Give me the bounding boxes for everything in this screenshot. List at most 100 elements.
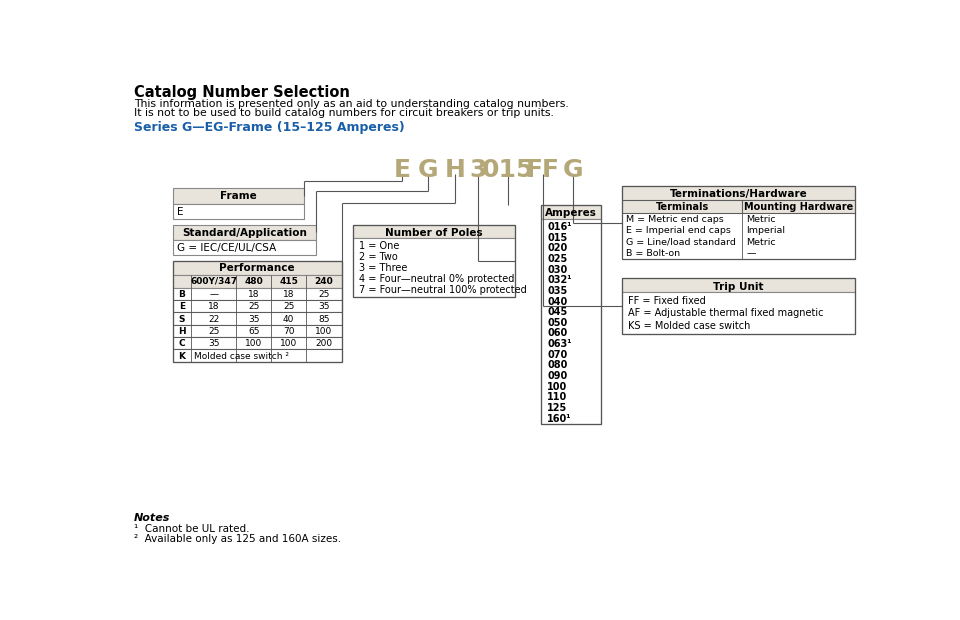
Text: Amperes: Amperes (545, 208, 597, 218)
Bar (622, 292, 854, 334)
Text: 100: 100 (315, 327, 332, 336)
Text: 3: 3 (469, 157, 487, 182)
Text: 030: 030 (547, 265, 567, 275)
Text: B = Bolt-on: B = Bolt-on (626, 249, 681, 258)
Text: 015: 015 (547, 233, 567, 243)
Text: E: E (394, 157, 411, 182)
Text: B: B (179, 290, 185, 299)
Text: 85: 85 (318, 314, 329, 324)
Text: AF = Adjustable thermal fixed magnetic: AF = Adjustable thermal fixed magnetic (629, 309, 824, 319)
Text: Performance: Performance (220, 263, 295, 273)
Text: 25: 25 (318, 290, 329, 299)
Text: C: C (179, 339, 185, 348)
Text: 160¹: 160¹ (547, 414, 571, 423)
Text: 2 = Two: 2 = Two (359, 252, 397, 262)
Text: Standard/Application: Standard/Application (182, 228, 307, 237)
Text: M = Metric end caps: M = Metric end caps (626, 215, 724, 224)
Bar (622, 186, 854, 259)
Text: 125: 125 (547, 403, 567, 413)
Text: 110: 110 (547, 392, 567, 402)
Bar (622, 278, 854, 334)
Text: S: S (179, 314, 185, 324)
Text: Frame: Frame (220, 192, 257, 202)
Text: 045: 045 (547, 308, 567, 317)
Text: Terminals: Terminals (656, 202, 708, 212)
Text: 22: 22 (208, 314, 220, 324)
Text: 35: 35 (248, 314, 259, 324)
Bar (173, 349, 342, 361)
Bar (622, 200, 742, 213)
Bar (540, 219, 601, 424)
Text: 100: 100 (547, 382, 567, 392)
Text: —: — (209, 290, 218, 299)
Text: 020: 020 (547, 244, 567, 254)
Bar (173, 204, 304, 219)
Text: 100: 100 (280, 339, 298, 348)
Text: G: G (419, 157, 439, 182)
Text: Imperial: Imperial (746, 226, 785, 235)
Text: 090: 090 (547, 371, 567, 381)
Bar (540, 205, 601, 219)
Text: 016¹: 016¹ (547, 222, 571, 232)
Bar (352, 239, 516, 297)
Text: 035: 035 (547, 286, 567, 296)
Text: Notes: Notes (134, 513, 170, 523)
Bar (173, 288, 342, 300)
Text: This information is presented only as an aid to understanding catalog numbers.: This information is presented only as an… (134, 99, 568, 109)
Text: 1 = One: 1 = One (359, 242, 399, 252)
Bar (742, 200, 854, 213)
Text: ¹  Cannot be UL rated.: ¹ Cannot be UL rated. (134, 524, 250, 534)
Bar (173, 325, 342, 337)
Text: Metric: Metric (746, 215, 776, 224)
Bar (173, 300, 342, 312)
Text: 18: 18 (208, 303, 220, 311)
Text: Series G—EG-Frame (15–125 Amperes): Series G—EG-Frame (15–125 Amperes) (134, 121, 405, 133)
Text: 040: 040 (547, 296, 567, 307)
Text: 240: 240 (315, 277, 333, 286)
Bar (540, 205, 601, 424)
Text: 18: 18 (283, 290, 295, 299)
Text: 200: 200 (315, 339, 332, 348)
Text: 060: 060 (547, 329, 567, 339)
Text: It is not to be used to build catalog numbers for circuit breakers or trip units: It is not to be used to build catalog nu… (134, 108, 554, 118)
Text: 070: 070 (547, 350, 567, 360)
Bar (352, 224, 516, 297)
Text: 032¹: 032¹ (547, 275, 571, 285)
Text: 480: 480 (244, 277, 263, 286)
Text: 35: 35 (318, 303, 329, 311)
Text: Terminations/Hardware: Terminations/Hardware (669, 189, 807, 199)
Text: Mounting Hardware: Mounting Hardware (744, 202, 853, 212)
Text: H: H (179, 327, 186, 336)
Bar (173, 261, 342, 275)
Text: Number of Poles: Number of Poles (385, 228, 483, 237)
Text: 100: 100 (245, 339, 262, 348)
Bar (173, 275, 342, 288)
Text: Catalog Number Selection: Catalog Number Selection (134, 85, 349, 100)
Text: E = Imperial end caps: E = Imperial end caps (626, 226, 731, 235)
Text: ²  Available only as 125 and 160A sizes.: ² Available only as 125 and 160A sizes. (134, 534, 341, 544)
Text: 25: 25 (208, 327, 220, 336)
Text: H: H (444, 157, 466, 182)
Bar (173, 240, 316, 255)
Text: 7 = Four—neutral 100% protected: 7 = Four—neutral 100% protected (359, 285, 526, 294)
Text: 35: 35 (208, 339, 220, 348)
Text: Metric: Metric (746, 237, 776, 247)
Text: E: E (178, 207, 184, 217)
Text: Molded case switch ²: Molded case switch ² (194, 352, 289, 361)
Text: 25: 25 (283, 303, 295, 311)
Text: FF: FF (526, 157, 560, 182)
Text: Trip Unit: Trip Unit (713, 281, 764, 291)
Text: 415: 415 (279, 277, 298, 286)
Text: 18: 18 (248, 290, 259, 299)
Bar (173, 224, 316, 240)
Text: FF = Fixed fixed: FF = Fixed fixed (629, 296, 707, 306)
Text: —: — (746, 249, 756, 258)
Text: 70: 70 (283, 327, 295, 336)
Text: 600Y/347: 600Y/347 (190, 277, 237, 286)
Text: 025: 025 (547, 254, 567, 264)
Text: K: K (179, 352, 185, 361)
Text: 4 = Four—neutral 0% protected: 4 = Four—neutral 0% protected (359, 274, 514, 284)
Text: 050: 050 (547, 318, 567, 328)
Text: G: G (563, 157, 583, 182)
Text: 063¹: 063¹ (547, 339, 571, 349)
